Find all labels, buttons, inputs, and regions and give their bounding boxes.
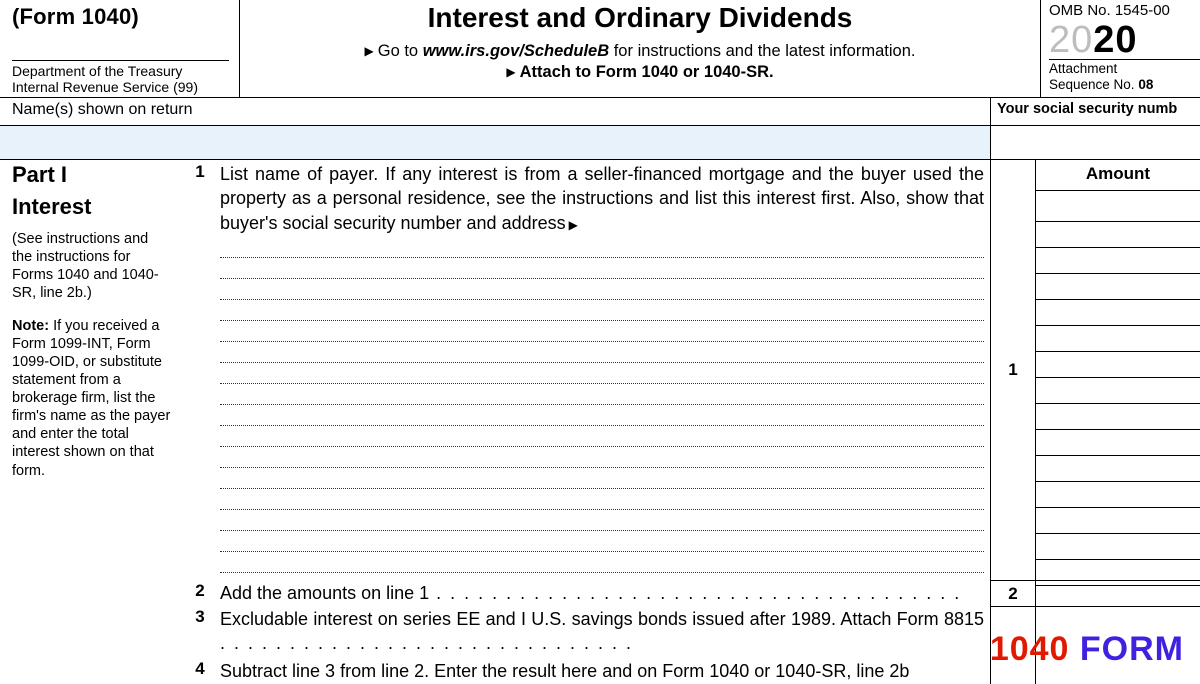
- form-reference: (Form 1040): [12, 4, 229, 30]
- line-3-text: Excludable interest on series EE and I U…: [220, 606, 990, 658]
- part-label: Part I: [12, 162, 172, 188]
- amount-entry-lines[interactable]: [1036, 196, 1200, 580]
- line-4-text: Subtract line 3 from line 2. Enter the r…: [220, 658, 990, 684]
- sidebar-part1: Part I Interest (See instructions and th…: [0, 160, 180, 580]
- line-number-4: 4: [180, 658, 220, 684]
- header-row: (Form 1040) Department of the Treasury I…: [0, 0, 1200, 98]
- header-instruction-2: Attach to Form 1040 or 1040-SR.: [250, 63, 1030, 82]
- note-1099: Note: If you received a Form 1099-INT, F…: [12, 317, 172, 480]
- ssn-label: Your social security numb: [990, 98, 1200, 125]
- header-instruction-1: Go to www.irs.gov/ScheduleB for instruct…: [250, 42, 1030, 61]
- name-fill-row: [0, 126, 1200, 160]
- payer-entry-lines[interactable]: [220, 237, 984, 573]
- header-left: (Form 1040) Department of the Treasury I…: [0, 0, 240, 97]
- section-interest: Interest: [12, 194, 172, 220]
- part1-block: Part I Interest (See instructions and th…: [0, 160, 1200, 580]
- attachment-seq: Attachment Sequence No. 08: [1049, 59, 1200, 92]
- name-input-area[interactable]: [0, 126, 990, 159]
- see-instructions: (See instructions and the instructions f…: [12, 230, 172, 303]
- schedule-b-form: (Form 1040) Department of the Treasury I…: [0, 0, 1200, 675]
- amount-row-number-1: 1: [990, 160, 1036, 580]
- triangle-icon: [506, 63, 519, 81]
- amount-column: Amount: [1036, 160, 1200, 580]
- line-number-3: 3: [180, 606, 220, 658]
- triangle-icon: [365, 42, 378, 60]
- line-number-1: 1: [180, 160, 220, 580]
- header-right: OMB No. 1545-00 2020 Attachment Sequence…: [1040, 0, 1200, 97]
- line-2-row: 2 Add the amounts on line 1 2: [0, 580, 1200, 606]
- line-1-text-block: List name of payer. If any interest is f…: [220, 160, 990, 580]
- form-title: Interest and Ordinary Dividends: [250, 2, 1030, 34]
- tax-year: 2020: [1049, 21, 1200, 59]
- header-center: Interest and Ordinary Dividends Go to ww…: [240, 0, 1040, 97]
- amount-heading: Amount: [1036, 160, 1200, 191]
- ssn-input-area[interactable]: [990, 126, 1200, 159]
- arrow-icon: [566, 213, 578, 233]
- amount-row-number-2: 2: [990, 580, 1036, 606]
- department-text: Department of the Treasury Internal Reve…: [12, 60, 229, 95]
- name-shown-label: Name(s) shown on return: [0, 98, 990, 125]
- line-1-instruction: List name of payer. If any interest is f…: [220, 164, 984, 233]
- watermark-1040-form: 1040 FORM: [990, 630, 1184, 669]
- name-label-row: Name(s) shown on return Your social secu…: [0, 98, 1200, 126]
- line-number-2: 2: [180, 580, 220, 606]
- line-2-text: Add the amounts on line 1: [220, 580, 990, 606]
- omb-number: OMB No. 1545-00: [1049, 2, 1200, 19]
- amount-cell-2[interactable]: [1036, 580, 1200, 606]
